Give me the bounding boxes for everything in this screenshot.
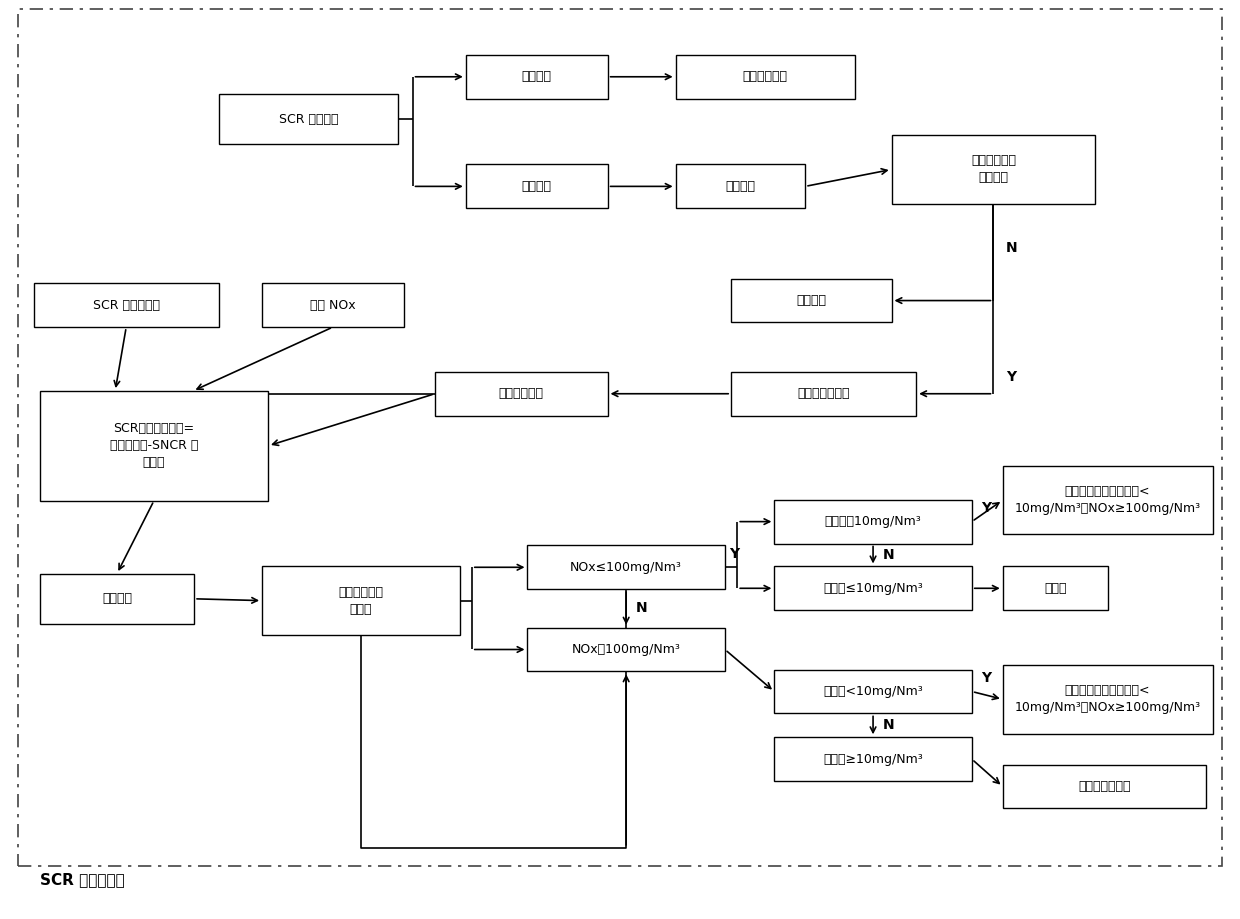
FancyBboxPatch shape (262, 283, 404, 327)
Text: Y: Y (981, 671, 991, 685)
FancyBboxPatch shape (774, 737, 972, 781)
Text: NOx＞100mg/Nm³: NOx＞100mg/Nm³ (572, 643, 681, 656)
FancyBboxPatch shape (892, 135, 1095, 204)
FancyBboxPatch shape (262, 566, 460, 635)
Text: N: N (1006, 241, 1017, 255)
FancyBboxPatch shape (527, 545, 725, 589)
Text: 不调整: 不调整 (1044, 582, 1066, 595)
Text: 提示更换安化剂: 提示更换安化剂 (1079, 780, 1131, 793)
Text: 自动模式: 自动模式 (522, 180, 552, 193)
Text: N: N (883, 548, 894, 562)
FancyBboxPatch shape (676, 55, 854, 98)
FancyBboxPatch shape (435, 372, 608, 415)
FancyBboxPatch shape (676, 165, 805, 209)
FancyBboxPatch shape (527, 628, 725, 672)
FancyBboxPatch shape (732, 372, 916, 415)
Text: 氨逃逸≤10mg/Nm³: 氨逃逸≤10mg/Nm³ (823, 582, 923, 595)
Text: Y: Y (729, 547, 739, 561)
Text: SCR 系统控制逻: SCR 系统控制逻 (40, 872, 124, 887)
Text: N: N (883, 719, 894, 732)
Text: SCR 进口氨逃逸: SCR 进口氨逃逸 (93, 299, 160, 312)
Text: 烟図 NOx: 烟図 NOx (310, 299, 356, 312)
Text: SCR：实际噴氨量=
所需噴氨量-SNCR 的
氨逃逸: SCR：实际噴氨量= 所需噴氨量-SNCR 的 氨逃逸 (110, 423, 198, 470)
Text: 开启氨水溶液
阀到位门: 开启氨水溶液 阀到位门 (971, 154, 1016, 185)
Text: 加大噴氨量直至氨逃逸<
10mg/Nm³，NOx≥100mg/Nm³: 加大噴氨量直至氨逃逸< 10mg/Nm³，NOx≥100mg/Nm³ (1014, 685, 1200, 714)
Text: 顺控启动: 顺控启动 (725, 180, 755, 193)
Text: SCR 系统启动: SCR 系统启动 (279, 113, 339, 126)
Text: 减小噴氨量直至氨逃逸<
10mg/Nm³，NOx≥100mg/Nm³: 减小噴氨量直至氨逃逸< 10mg/Nm³，NOx≥100mg/Nm³ (1014, 485, 1200, 516)
Text: Y: Y (1006, 370, 1016, 384)
Text: 启动氨水输送泵: 启动氨水输送泵 (797, 387, 849, 401)
FancyBboxPatch shape (1003, 665, 1213, 733)
Text: 氨逃逸＞10mg/Nm³: 氨逃逸＞10mg/Nm³ (825, 516, 921, 528)
FancyBboxPatch shape (218, 94, 398, 144)
Text: 启动稀释水泵: 启动稀释水泵 (498, 387, 544, 401)
FancyBboxPatch shape (774, 500, 972, 543)
FancyBboxPatch shape (1003, 466, 1213, 535)
FancyBboxPatch shape (774, 566, 972, 610)
Text: Y: Y (981, 501, 991, 515)
FancyBboxPatch shape (466, 165, 608, 209)
FancyBboxPatch shape (33, 283, 218, 327)
Text: 手动模式: 手动模式 (522, 70, 552, 84)
Text: NOx≤100mg/Nm³: NOx≤100mg/Nm³ (570, 561, 682, 573)
FancyBboxPatch shape (732, 278, 892, 323)
Text: 设备单体启停: 设备单体启停 (743, 70, 787, 84)
FancyBboxPatch shape (40, 391, 268, 501)
Text: 氨水流量调节
阀控制: 氨水流量调节 阀控制 (339, 585, 383, 616)
FancyBboxPatch shape (466, 55, 608, 98)
Text: 氨逃逸≥10mg/Nm³: 氨逃逸≥10mg/Nm³ (823, 753, 923, 766)
Text: 系统待机: 系统待机 (796, 294, 826, 307)
Text: 联动调节: 联动调节 (102, 593, 131, 606)
FancyBboxPatch shape (1003, 765, 1207, 809)
Text: 氨逃逸<10mg/Nm³: 氨逃逸<10mg/Nm³ (823, 685, 923, 698)
FancyBboxPatch shape (774, 670, 972, 713)
FancyBboxPatch shape (1003, 566, 1107, 610)
Text: N: N (636, 601, 647, 616)
FancyBboxPatch shape (40, 573, 195, 624)
